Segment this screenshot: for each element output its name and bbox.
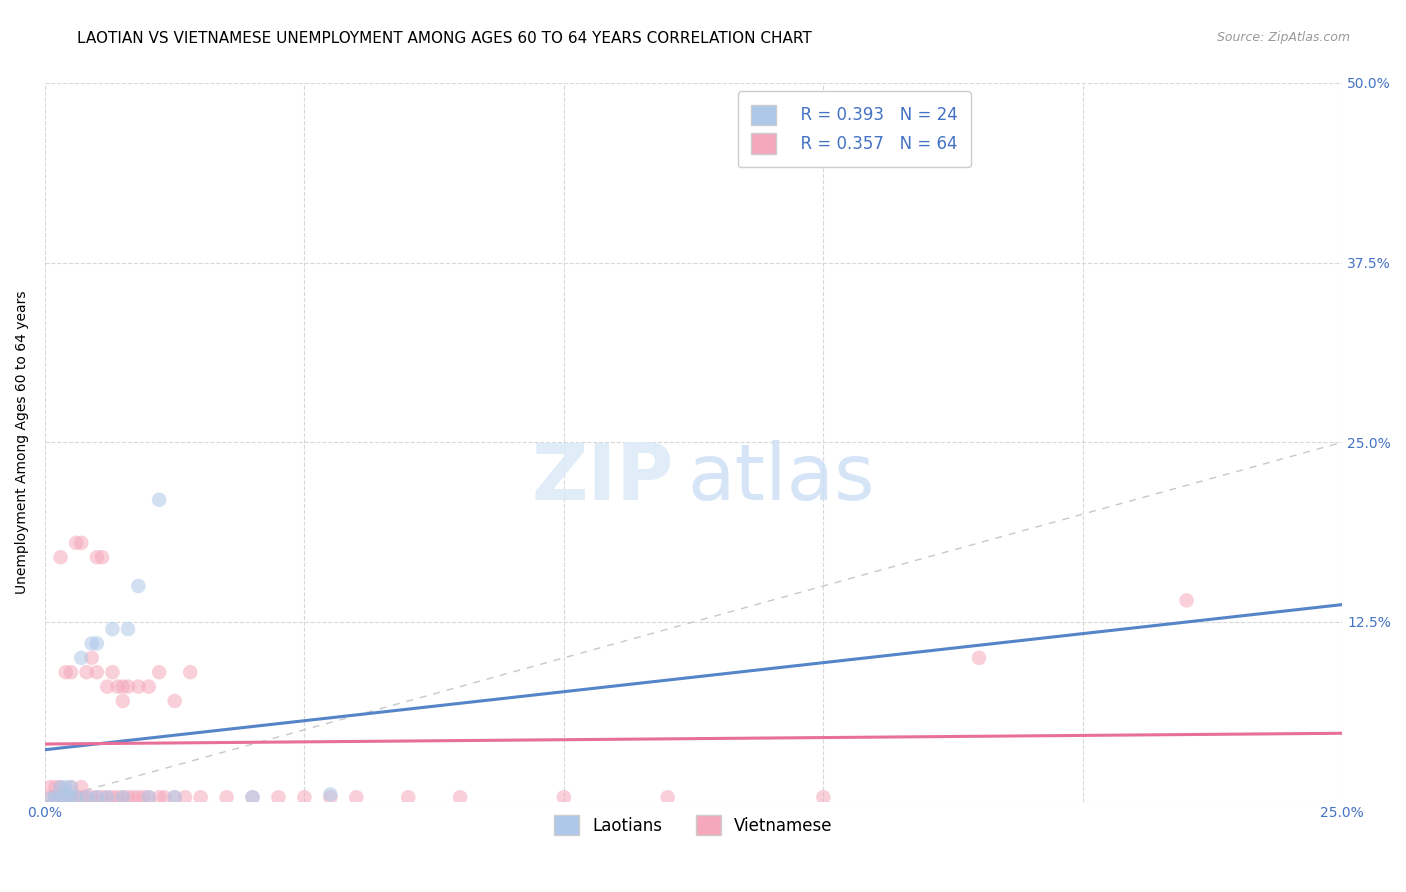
- Point: [190, 790, 212, 805]
- Point: [91, 790, 114, 805]
- Point: [107, 680, 129, 694]
- Point: [267, 790, 290, 805]
- Point: [86, 665, 108, 680]
- Point: [96, 790, 118, 805]
- Point: [59, 790, 82, 805]
- Point: [111, 790, 134, 805]
- Point: [59, 780, 82, 795]
- Point: [153, 790, 176, 805]
- Point: [39, 790, 62, 805]
- Point: [344, 790, 367, 805]
- Point: [80, 636, 103, 650]
- Point: [319, 790, 342, 805]
- Text: Source: ZipAtlas.com: Source: ZipAtlas.com: [1216, 31, 1350, 45]
- Point: [86, 636, 108, 650]
- Point: [127, 680, 149, 694]
- Point: [49, 791, 72, 805]
- Point: [86, 790, 108, 805]
- Point: [553, 790, 575, 805]
- Point: [49, 780, 72, 795]
- Point: [319, 788, 342, 802]
- Point: [127, 790, 149, 805]
- Point: [138, 790, 160, 805]
- Point: [44, 790, 66, 805]
- Point: [65, 790, 87, 805]
- Text: atlas: atlas: [688, 440, 875, 516]
- Point: [96, 790, 118, 805]
- Point: [117, 680, 139, 694]
- Point: [111, 694, 134, 708]
- Point: [967, 650, 990, 665]
- Point: [117, 622, 139, 636]
- Legend: Laotians, Vietnamese: Laotians, Vietnamese: [546, 806, 841, 844]
- Point: [76, 665, 98, 680]
- Point: [107, 790, 129, 805]
- Point: [44, 780, 66, 795]
- Text: ZIP: ZIP: [531, 440, 673, 516]
- Point: [70, 536, 93, 550]
- Point: [1175, 593, 1198, 607]
- Point: [449, 790, 471, 805]
- Point: [148, 665, 170, 680]
- Point: [65, 790, 87, 805]
- Point: [101, 622, 124, 636]
- Point: [55, 790, 77, 805]
- Point: [132, 790, 155, 805]
- Point: [174, 790, 197, 805]
- Point: [163, 694, 186, 708]
- Point: [55, 780, 77, 795]
- Point: [101, 790, 124, 805]
- Point: [70, 650, 93, 665]
- Point: [86, 790, 108, 805]
- Point: [242, 790, 264, 805]
- Point: [49, 550, 72, 565]
- Point: [44, 790, 66, 805]
- Point: [396, 790, 419, 805]
- Point: [215, 790, 238, 805]
- Point: [179, 665, 201, 680]
- Point: [65, 536, 87, 550]
- Point: [148, 790, 170, 805]
- Point: [59, 790, 82, 805]
- Point: [163, 790, 186, 805]
- Point: [39, 791, 62, 805]
- Point: [138, 790, 160, 805]
- Y-axis label: Unemployment Among Ages 60 to 64 years: Unemployment Among Ages 60 to 64 years: [15, 291, 30, 594]
- Point: [80, 650, 103, 665]
- Text: LAOTIAN VS VIETNAMESE UNEMPLOYMENT AMONG AGES 60 TO 64 YEARS CORRELATION CHART: LAOTIAN VS VIETNAMESE UNEMPLOYMENT AMONG…: [77, 31, 813, 46]
- Point: [59, 665, 82, 680]
- Point: [294, 790, 316, 805]
- Point: [117, 790, 139, 805]
- Point: [39, 780, 62, 795]
- Point: [813, 790, 835, 805]
- Point: [70, 780, 93, 795]
- Point: [138, 680, 160, 694]
- Point: [91, 550, 114, 565]
- Point: [80, 790, 103, 805]
- Point: [101, 665, 124, 680]
- Point: [122, 790, 145, 805]
- Point: [111, 790, 134, 805]
- Point: [148, 492, 170, 507]
- Point: [70, 790, 93, 805]
- Point: [49, 780, 72, 795]
- Point: [86, 550, 108, 565]
- Point: [127, 579, 149, 593]
- Point: [657, 790, 679, 805]
- Point: [76, 790, 98, 805]
- Point: [111, 680, 134, 694]
- Point: [163, 790, 186, 805]
- Point: [49, 790, 72, 805]
- Point: [96, 680, 118, 694]
- Point: [55, 665, 77, 680]
- Point: [76, 790, 98, 805]
- Point: [242, 790, 264, 805]
- Point: [55, 790, 77, 805]
- Point: [59, 780, 82, 795]
